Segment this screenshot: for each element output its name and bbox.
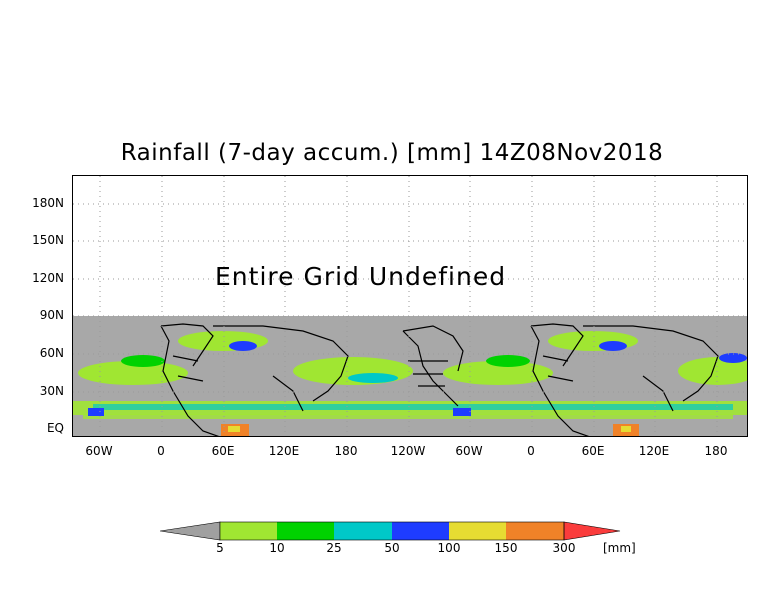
rainfall-map: [73, 176, 747, 436]
lon-tick-120w: 120W: [390, 444, 426, 458]
continent-outlines: [160, 323, 719, 436]
map-title: Rainfall (7-day accum.) [mm] 14Z08Nov201…: [120, 140, 664, 166]
lat-tick-eq: EQ: [46, 421, 64, 435]
colorbar-label-10: 10: [269, 541, 285, 555]
grid-lines: [73, 176, 747, 436]
lat-tick-150n: 150N: [32, 233, 64, 247]
colorbar-label-100: 100: [437, 541, 461, 555]
colorbar-bin-5-10: [220, 522, 277, 540]
colorbar-bin-50-100: [392, 522, 449, 540]
lon-tick-0: 0: [157, 444, 165, 458]
lon-tick-120e: 120E: [268, 444, 300, 458]
colorbar-label-300: 300: [552, 541, 576, 555]
colorbar-label-150: 150: [494, 541, 518, 555]
lat-tick-90n: 90N: [39, 308, 64, 322]
colorbar-bin-150-300: [506, 522, 564, 540]
colorbar-below: [160, 521, 221, 541]
colorbar-bin-10-25: [277, 522, 334, 540]
colorbar-label-50: 50: [384, 541, 400, 555]
colorbar-bin-25-50: [334, 522, 392, 540]
colorbar-above: [563, 521, 621, 541]
lon-tick-60w-2: 60W: [455, 444, 483, 458]
lon-tick-120e-2: 120E: [638, 444, 670, 458]
colorbar-bin-100-150: [449, 522, 506, 540]
lon-tick-180-2: 180: [704, 444, 728, 458]
lon-tick-0-2: 0: [527, 444, 535, 458]
lat-tick-120n: 120N: [32, 271, 64, 285]
lon-tick-60w: 60W: [85, 444, 113, 458]
lat-tick-180n: 180N: [32, 196, 64, 210]
lon-tick-180: 180: [334, 444, 358, 458]
lon-tick-60e: 60E: [211, 444, 235, 458]
map-frame: [72, 175, 748, 437]
rainfall-patches: [73, 331, 747, 436]
undefined-grid-annotation: Entire Grid Undefined: [215, 262, 507, 291]
lat-tick-60n: 60N: [39, 346, 64, 360]
colorbar-label-5: 5: [216, 541, 224, 555]
colorbar-units: [mm]: [603, 541, 636, 555]
colorbar-label-25: 25: [326, 541, 342, 555]
lon-tick-60e-2: 60E: [581, 444, 605, 458]
colorbar: [160, 521, 621, 541]
lat-tick-30n: 30N: [39, 384, 64, 398]
